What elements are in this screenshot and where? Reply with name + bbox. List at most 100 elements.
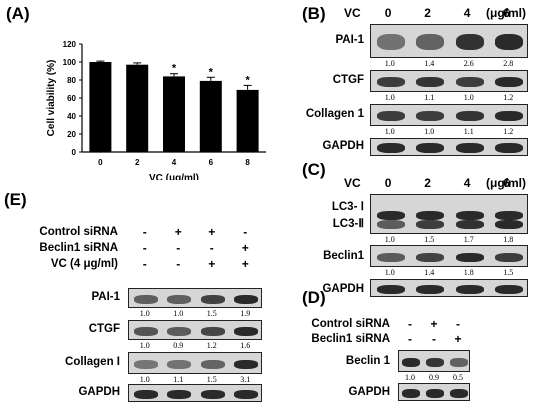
chart-labels: 0 20 40 60 80 100 120 0 2 * 4 * 6 * 8 VC (μg/ml) Cell vi… (46, 40, 250, 180)
blot-band (495, 284, 524, 294)
blot-strip (370, 24, 528, 58)
quant-value: 1.0 (384, 235, 395, 244)
blot-band (200, 389, 225, 399)
blot-band (376, 210, 405, 220)
blot-band (133, 389, 158, 399)
blot-band (376, 220, 405, 229)
blot-row-label: CTGF (332, 74, 364, 86)
blot-band (416, 220, 445, 229)
blot-band (455, 143, 484, 153)
panel-c-label: (C) (302, 160, 326, 179)
significance-marker: * (209, 66, 214, 78)
gapdh-blot (370, 279, 528, 297)
blot-band (450, 357, 468, 367)
x-tick-label: 8 (245, 158, 250, 167)
gapdh-label: GAPDH (322, 283, 364, 295)
concentration-label: 0 (384, 6, 392, 20)
blot-band (234, 389, 259, 399)
blot-row-label: Collagen 1 (305, 108, 364, 120)
panel-b-label: (B) (302, 4, 326, 23)
x-tick-label: 2 (135, 158, 140, 167)
quant-value: 1.0 (173, 309, 184, 318)
y-axis-label: Cell viability (%) (46, 60, 57, 137)
condition-sign: - (432, 332, 436, 346)
condition-sign: + (241, 241, 249, 255)
blot-band (200, 326, 225, 336)
quant-value: 0.5 (453, 373, 463, 382)
quant-value: 2.8 (503, 59, 514, 68)
condition-sign: + (208, 225, 216, 239)
blot-band (495, 252, 524, 262)
quant-value: 1.7 (463, 235, 474, 244)
blot-band (450, 388, 468, 398)
concentration-label: 0 (384, 176, 392, 190)
quant-value: 1.5 (424, 235, 435, 244)
y-tick-label: 0 (72, 148, 77, 157)
blot-band (495, 210, 524, 220)
unit-label: (μg/ml) (486, 6, 527, 20)
y-tick-label: 120 (63, 40, 77, 49)
blot-strip (128, 288, 262, 308)
lc3-2-label: LC3-Ⅱ (332, 218, 364, 230)
gapdh-blot (398, 383, 470, 401)
quant-value: 1.9 (240, 309, 251, 318)
blot-band (416, 210, 445, 220)
blot-band (416, 252, 445, 262)
blot-band (426, 388, 444, 398)
blot-band (234, 326, 259, 336)
quant-value: 1.0 (463, 93, 474, 102)
quant-value: 1.6 (240, 341, 251, 350)
blot-band (455, 252, 484, 262)
concentration-label: 2 (424, 6, 431, 20)
bar (89, 62, 112, 152)
concentration-label: 4 (463, 176, 471, 190)
gapdh-label: GAPDH (348, 386, 390, 398)
blot-band (426, 357, 444, 367)
beclin1-blot (398, 350, 470, 372)
blot-band (416, 34, 445, 50)
blot-band (416, 143, 445, 153)
quant-value: 1.0 (384, 93, 395, 102)
quant-value: 1.1 (424, 93, 435, 102)
blot-row-label: PAI-1 (335, 34, 364, 46)
bar (236, 89, 259, 152)
blot-band (455, 34, 484, 50)
quant-value: 1.8 (503, 235, 514, 244)
beclin1-label: Beclin1 (323, 250, 364, 262)
beclin1-blot (370, 245, 528, 267)
condition-sign: - (243, 225, 248, 239)
blot-band (234, 294, 259, 304)
blot-band (455, 284, 484, 294)
bar (126, 64, 149, 152)
blot-band (133, 359, 158, 369)
quant-value: 1.5 (206, 375, 217, 384)
lc3-1-label: LC3- Ⅰ (331, 201, 364, 213)
blot-band (376, 111, 405, 121)
condition-sign: + (241, 257, 249, 271)
panel-a-label: (A) (6, 4, 30, 23)
blot-band (133, 294, 158, 304)
significance-marker: * (245, 74, 250, 86)
blot-band (495, 220, 524, 229)
blot-band (200, 359, 225, 369)
blot-row-label: GAPDH (322, 140, 364, 152)
blot-strip (128, 384, 262, 402)
chart-bars (89, 60, 259, 152)
quant-value: 1.1 (463, 127, 474, 136)
quant-value: 3.1 (240, 375, 251, 384)
blot-band (455, 210, 484, 220)
blot-band (495, 143, 524, 153)
condition-sign: + (454, 332, 462, 346)
blot-strip (128, 320, 262, 340)
blot-band (167, 326, 192, 336)
condition-sign: - (142, 241, 147, 255)
panel-e-label: (E) (4, 190, 27, 209)
quant-value: 1.2 (206, 341, 217, 350)
blot-band (455, 111, 484, 121)
y-tick-label: 100 (63, 58, 77, 67)
y-tick-label: 80 (67, 76, 76, 85)
quant-value: 1.0 (424, 127, 435, 136)
blot-band (200, 294, 225, 304)
condition-sign: - (176, 241, 181, 255)
blot-band (167, 389, 192, 399)
